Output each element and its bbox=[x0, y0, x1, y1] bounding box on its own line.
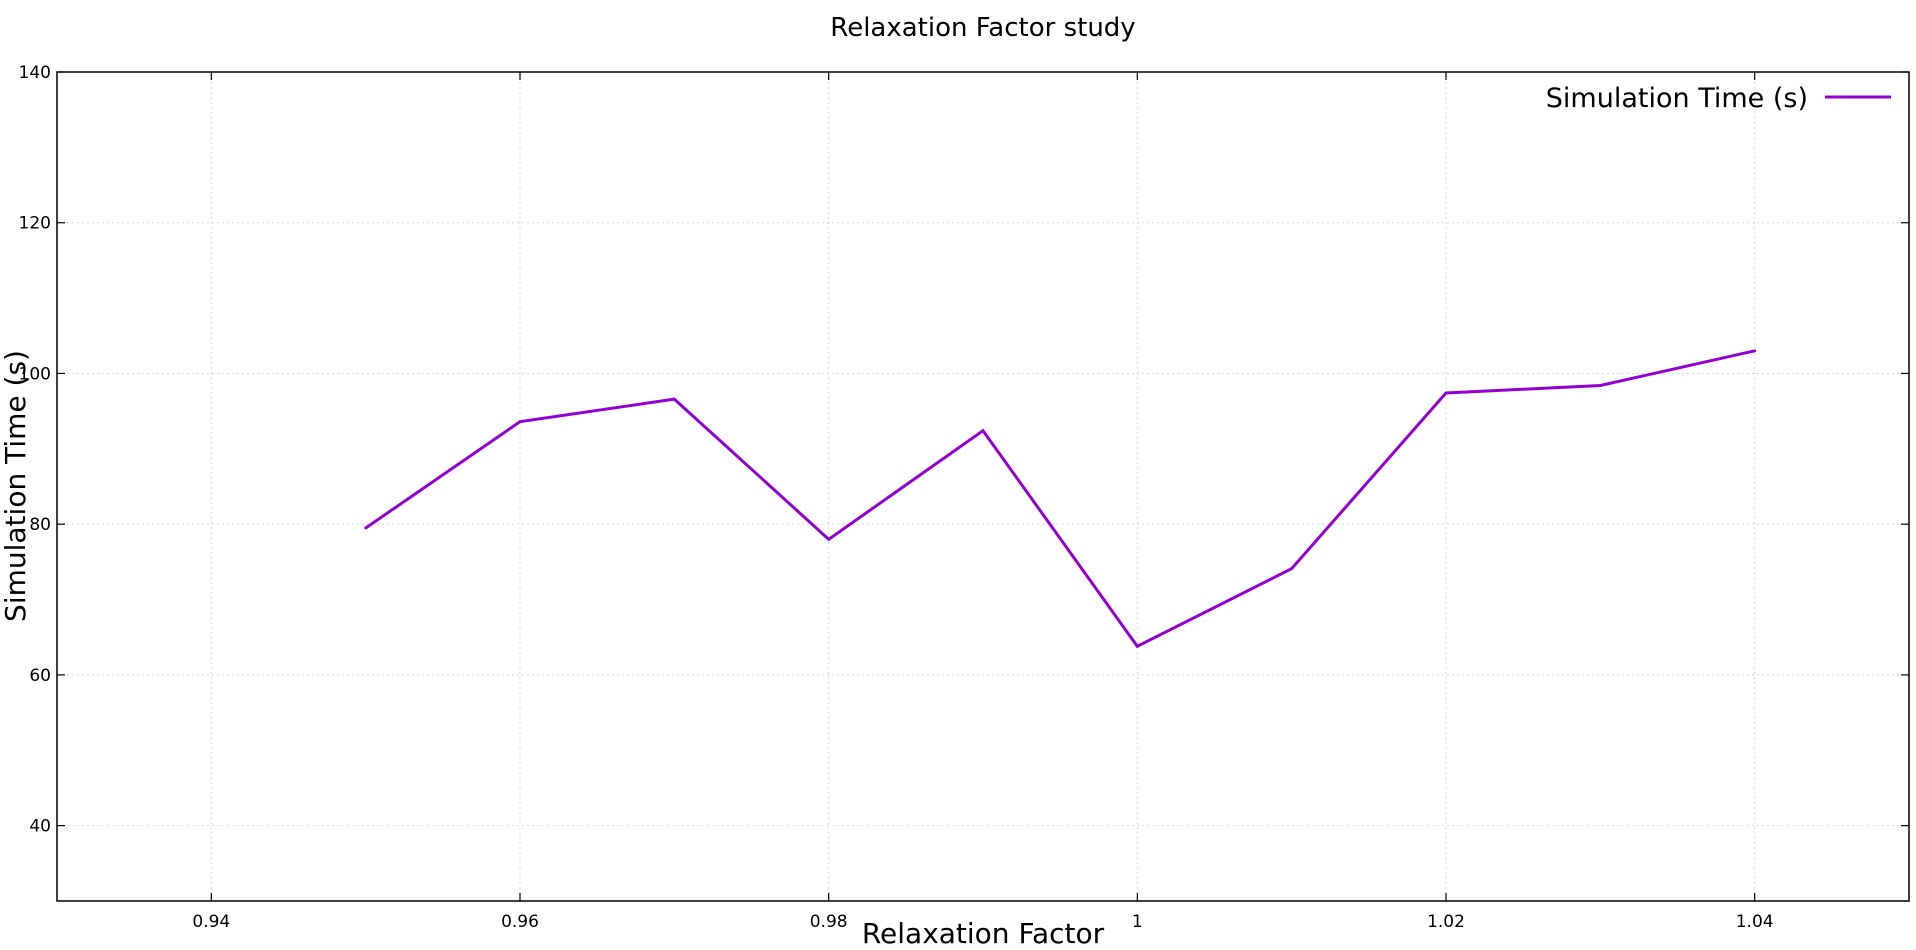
data-point bbox=[1290, 567, 1294, 571]
y-tick-label: 140 bbox=[19, 63, 51, 83]
x-tick-label: 1 bbox=[1132, 912, 1143, 932]
y-axis: 40 60 80 100 120 140 bbox=[19, 63, 1909, 837]
plot-frame bbox=[56, 71, 1910, 902]
y-tick-label: 60 bbox=[29, 666, 51, 686]
x-tick-label: 0.96 bbox=[501, 912, 539, 932]
series-layer bbox=[364, 349, 1757, 649]
series-line bbox=[364, 349, 1756, 649]
x-tick-label: 1.02 bbox=[1427, 912, 1465, 932]
x-tick-label: 0.98 bbox=[810, 912, 848, 932]
grid bbox=[57, 71, 1909, 901]
data-point bbox=[1444, 391, 1448, 395]
x-tick-label: 0.94 bbox=[192, 912, 230, 932]
data-point bbox=[981, 429, 985, 433]
data-point bbox=[672, 397, 676, 401]
data-point bbox=[827, 537, 831, 541]
chart-title: Relaxation Factor study bbox=[830, 13, 1135, 43]
y-tick-label: 80 bbox=[29, 515, 51, 535]
data-point bbox=[518, 420, 522, 424]
x-axis: 0.94 0.96 0.98 1 1.02 1.04 bbox=[192, 72, 1774, 932]
y-axis-label: Simulation Time (s) bbox=[0, 350, 32, 622]
y-tick-label: 100 bbox=[19, 364, 51, 384]
data-point bbox=[1753, 349, 1757, 353]
legend-label: Simulation Time (s) bbox=[1546, 83, 1808, 114]
data-point bbox=[364, 526, 368, 530]
y-tick-label: 120 bbox=[19, 214, 51, 234]
data-point bbox=[1598, 384, 1602, 387]
x-axis-label: Relaxation Factor bbox=[862, 917, 1105, 950]
data-point bbox=[1135, 644, 1139, 648]
legend: Simulation Time (s) bbox=[1546, 83, 1891, 114]
y-tick-label: 40 bbox=[29, 817, 51, 837]
x-tick-label: 1.04 bbox=[1736, 912, 1774, 932]
